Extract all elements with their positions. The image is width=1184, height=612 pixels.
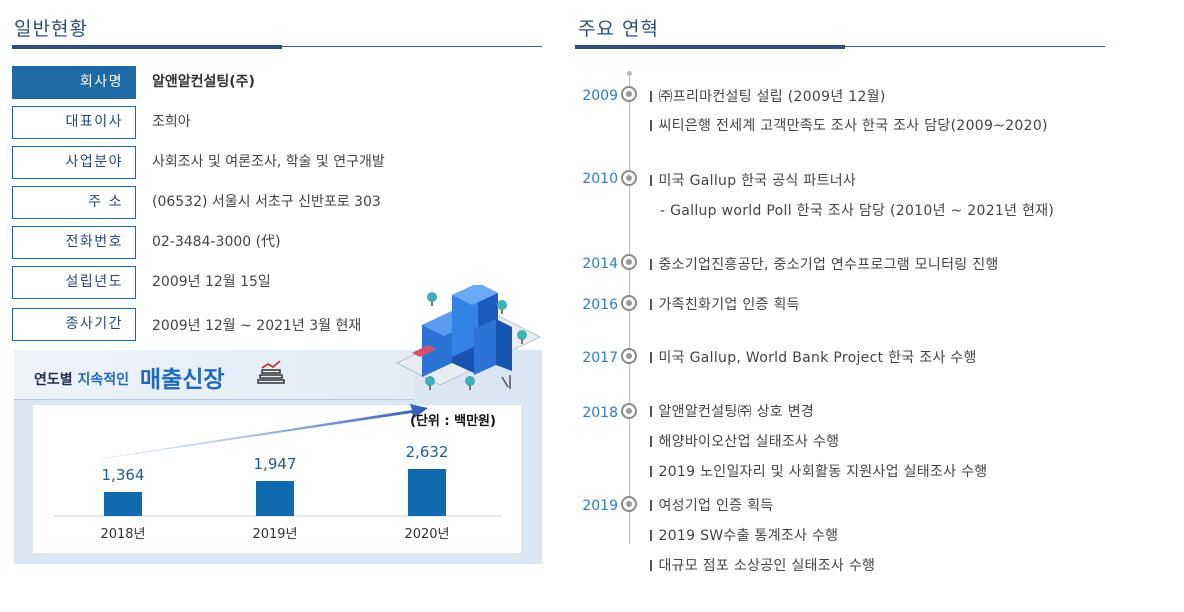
info-value: (06532) 서울시 서초구 신반포로 303 <box>152 194 381 210</box>
timeline-item: 2019 노인일자리 및 사회활동 지원사업 실태조사 수행 <box>650 461 987 481</box>
timeline-item: 해양바이오산업 실태조사 수행 <box>650 431 839 451</box>
timeline-subitem: - Gallup world Poll 한국 조사 담당 (2010년 ~ 20… <box>660 203 1055 219</box>
chart-value-label: 1,947 <box>254 455 297 473</box>
chart-bar <box>408 469 446 516</box>
info-value: 조희아 <box>152 114 191 130</box>
timeline-start-dot <box>627 71 632 76</box>
chart-unit: (단위 : 백만원) <box>410 414 496 429</box>
info-value: 2009년 12월 ~ 2021년 3월 현재 <box>152 318 362 334</box>
growth-title-main: 매출신장 <box>139 367 225 393</box>
history-title: 주요 연혁 <box>578 18 659 40</box>
timeline-year-2009: 2009 <box>582 88 618 104</box>
growth-title-mid: 지속적인 <box>77 372 130 388</box>
revenue-bar-chart: 1,364 2018년 1,947 2019년 2,632 2020년 <box>54 404 502 542</box>
timeline-item: 미국 Gallup 한국 공식 파트너사 <box>650 170 856 190</box>
timeline-item: 가족친화기업 인증 획득 <box>650 294 800 314</box>
timeline-item: 미국 Gallup, World Bank Project 한국 조사 수행 <box>650 347 977 367</box>
chart-category-label: 2018년 <box>100 527 145 542</box>
timeline-year-2019: 2019 <box>582 498 618 514</box>
info-value: 알앤알컨설팅(주) <box>152 74 255 90</box>
chart-category-label: 2019년 <box>252 527 297 542</box>
info-label: 회사명 <box>12 66 136 99</box>
info-row-phone: 전화번호 02-3484-3000 (代) <box>12 226 532 259</box>
info-row-period: 종사기간 2009년 12월 ~ 2021년 3월 현재 <box>12 308 532 341</box>
building-illustration <box>395 285 542 390</box>
info-label: 대표이사 <box>12 106 136 139</box>
growth-arrow <box>102 404 428 459</box>
timeline-year-2018: 2018 <box>582 405 618 421</box>
info-value: 02-3484-3000 (代) <box>152 234 281 250</box>
info-row-address: 주 소 (06532) 서울시 서초구 신반포로 303 <box>12 186 532 219</box>
timeline-node-icon <box>621 86 637 102</box>
chart-value-label: 2,632 <box>406 443 449 461</box>
timeline-node-icon <box>621 254 637 270</box>
timeline-node-icon <box>621 348 637 364</box>
growth-banner: 연도별 지속적인 매출신장 <box>14 350 414 400</box>
timeline-item: 대규모 점포 소상공인 실태조사 수행 <box>650 555 875 575</box>
chart-bar <box>104 492 142 516</box>
timeline-item: 여성기업 인증 획득 <box>650 495 773 515</box>
info-row-company: 회사명 알앤알컨설팅(주) <box>12 66 532 99</box>
timeline-year-2010: 2010 <box>582 171 618 187</box>
chart-bar <box>256 481 294 516</box>
timeline-item: 씨티은행 전세계 고객만족도 조사 한국 조사 담당(2009~2020) <box>650 115 1048 135</box>
timeline-node-icon <box>621 496 637 512</box>
timeline-year-2014: 2014 <box>582 256 618 272</box>
info-label: 전화번호 <box>12 226 136 259</box>
timeline-item: ㈜프리마컨설팅 설립 (2009년 12월) <box>650 86 886 106</box>
info-value: 2009년 12월 15일 <box>152 274 271 290</box>
info-label: 설립년도 <box>12 266 136 299</box>
info-label: 종사기간 <box>12 308 136 341</box>
chart-icon <box>257 360 285 384</box>
timeline-item: 중소기업진흥공단, 중소기업 연수프로그램 모니터링 진행 <box>650 254 999 274</box>
chart-category-label: 2020년 <box>404 527 449 542</box>
growth-title-prefix: 연도별 <box>34 372 73 388</box>
info-label: 사업분야 <box>12 146 136 179</box>
overview-title: 일반현황 <box>14 18 88 40</box>
timeline-year-2016: 2016 <box>582 297 618 313</box>
info-label: 주 소 <box>12 186 136 219</box>
timeline-node-icon <box>621 170 637 186</box>
history-divider-accent <box>575 45 845 49</box>
info-row-founded: 설립년도 2009년 12월 15일 <box>12 266 532 299</box>
info-value: 사회조사 및 여론조사, 학술 및 연구개발 <box>152 154 385 170</box>
timeline-node-icon <box>621 403 637 419</box>
info-row-business: 사업분야 사회조사 및 여론조사, 학술 및 연구개발 <box>12 146 532 179</box>
timeline-item: 알앤알컨설팅㈜ 상호 변경 <box>650 401 814 421</box>
chart-value-label: 1,364 <box>102 466 145 484</box>
timeline-node-icon <box>621 295 637 311</box>
info-row-ceo: 대표이사 조희아 <box>12 106 532 139</box>
revenue-growth-panel: 연도별 지속적인 매출신장 <box>14 350 542 564</box>
growth-title: 연도별 지속적인 매출신장 <box>34 360 225 394</box>
overview-divider-accent <box>12 45 282 49</box>
timeline-item: 2019 SW수출 통계조사 수행 <box>650 525 838 545</box>
timeline-year-2017: 2017 <box>582 350 618 366</box>
